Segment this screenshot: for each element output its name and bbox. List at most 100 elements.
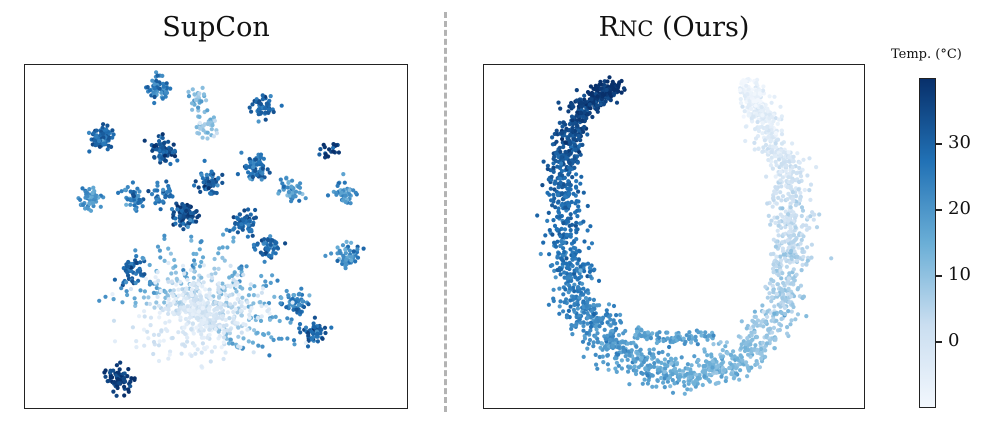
supcon-point bbox=[268, 280, 273, 285]
rnc-point bbox=[569, 326, 574, 331]
supcon-point bbox=[101, 131, 106, 136]
supcon-point bbox=[197, 247, 202, 252]
supcon-point bbox=[286, 180, 291, 185]
supcon-point bbox=[94, 128, 99, 133]
supcon-point bbox=[116, 190, 121, 195]
supcon-point bbox=[181, 268, 186, 273]
supcon-point bbox=[250, 340, 255, 345]
rnc-point bbox=[604, 87, 609, 93]
supcon-point bbox=[244, 166, 249, 171]
rnc-point bbox=[607, 337, 613, 342]
rnc-point bbox=[703, 363, 708, 369]
rnc-title-main: R bbox=[598, 12, 619, 43]
supcon-point bbox=[182, 325, 187, 330]
supcon-point bbox=[226, 341, 232, 346]
supcon-point bbox=[250, 174, 255, 180]
supcon-point bbox=[200, 135, 205, 140]
rnc-point bbox=[587, 269, 592, 274]
supcon-point bbox=[191, 331, 196, 336]
supcon-point bbox=[160, 96, 165, 101]
rnc-point bbox=[746, 113, 751, 118]
supcon-point bbox=[128, 202, 133, 207]
supcon-point bbox=[256, 107, 262, 112]
supcon-point bbox=[162, 153, 168, 158]
supcon-point bbox=[258, 101, 263, 107]
supcon-point bbox=[154, 70, 159, 75]
rnc-point bbox=[793, 225, 798, 230]
supcon-point bbox=[129, 376, 134, 381]
supcon-point bbox=[309, 337, 315, 342]
rnc-point bbox=[679, 355, 684, 360]
rnc-point bbox=[585, 346, 590, 351]
supcon-point bbox=[270, 238, 275, 243]
rnc-point bbox=[765, 201, 770, 206]
rnc-point bbox=[585, 228, 590, 233]
rnc-point bbox=[798, 170, 803, 175]
rnc-point bbox=[740, 358, 745, 363]
supcon-point bbox=[162, 300, 167, 305]
rnc-point bbox=[745, 374, 750, 379]
rnc-point bbox=[598, 102, 603, 107]
rnc-point bbox=[626, 369, 631, 374]
rnc-point bbox=[603, 336, 608, 341]
rnc-point bbox=[792, 278, 797, 283]
supcon-point bbox=[194, 297, 199, 302]
supcon-point bbox=[232, 301, 238, 306]
supcon-point bbox=[155, 244, 161, 249]
rnc-point bbox=[706, 333, 712, 338]
rnc-point bbox=[661, 380, 666, 385]
rnc-point bbox=[786, 218, 791, 223]
rnc-point bbox=[581, 286, 586, 291]
rnc-point bbox=[591, 297, 596, 302]
rnc-point bbox=[739, 342, 744, 347]
supcon-point bbox=[146, 295, 151, 300]
rnc-point bbox=[552, 268, 557, 273]
supcon-point bbox=[273, 251, 278, 256]
supcon-point bbox=[133, 248, 138, 253]
supcon-point bbox=[148, 323, 153, 328]
supcon-point bbox=[339, 190, 344, 195]
rnc-point bbox=[598, 345, 603, 350]
rnc-point bbox=[767, 338, 772, 343]
rnc-point bbox=[577, 313, 582, 318]
rnc-point bbox=[543, 233, 548, 238]
supcon-point bbox=[251, 293, 256, 298]
rnc-point bbox=[587, 102, 592, 107]
supcon-point bbox=[119, 189, 124, 194]
supcon-point bbox=[138, 260, 143, 265]
supcon-point bbox=[134, 254, 139, 259]
supcon-point bbox=[196, 105, 201, 110]
supcon-point bbox=[248, 286, 253, 291]
supcon-point bbox=[250, 233, 255, 238]
supcon-point bbox=[146, 189, 151, 194]
rnc-point bbox=[583, 296, 589, 301]
rnc-point bbox=[780, 271, 785, 276]
rnc-point bbox=[689, 363, 694, 368]
rnc-point bbox=[651, 364, 656, 369]
rnc-point bbox=[768, 222, 773, 227]
rnc-point bbox=[561, 221, 566, 226]
supcon-point bbox=[160, 145, 165, 150]
rnc-point bbox=[652, 361, 657, 366]
supcon-point bbox=[149, 192, 155, 197]
rnc-point bbox=[753, 136, 759, 141]
rnc-point bbox=[804, 262, 809, 267]
rnc-point bbox=[776, 273, 781, 278]
rnc-point bbox=[616, 89, 621, 94]
supcon-point bbox=[279, 295, 284, 301]
supcon-point bbox=[256, 119, 261, 124]
rnc-point bbox=[570, 102, 575, 107]
rnc-point bbox=[780, 288, 785, 294]
supcon-point bbox=[246, 293, 251, 298]
supcon-point bbox=[279, 103, 284, 108]
rnc-point bbox=[780, 249, 786, 254]
supcon-point bbox=[170, 194, 175, 199]
rnc-point bbox=[568, 298, 573, 303]
supcon-point bbox=[180, 213, 185, 218]
rnc-point bbox=[692, 381, 697, 387]
rnc-point bbox=[779, 184, 784, 189]
supcon-point bbox=[239, 269, 244, 274]
rnc-point bbox=[576, 285, 581, 290]
supcon-point bbox=[238, 308, 243, 313]
rnc-point bbox=[682, 391, 687, 396]
